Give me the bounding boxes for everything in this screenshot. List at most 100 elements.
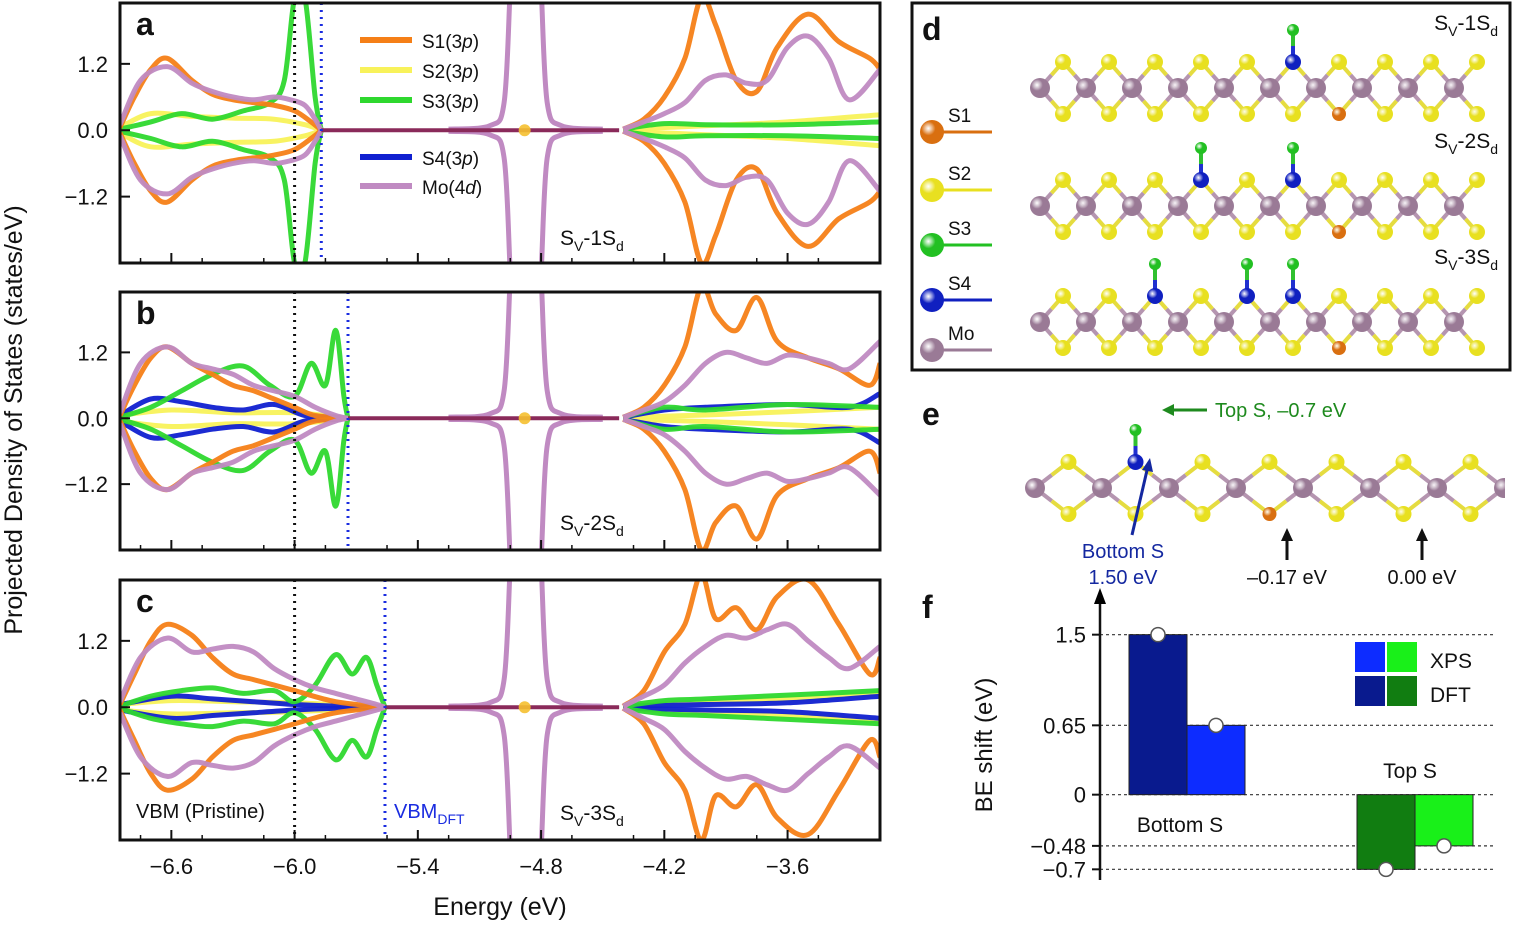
legend-atom-s2 xyxy=(920,178,944,202)
structure-annotation: SV-2Sd xyxy=(560,512,624,539)
atom-mo xyxy=(1214,312,1234,332)
top-s-label: Top S, –0.7 eV xyxy=(1215,400,1347,422)
atom-s4 xyxy=(1285,288,1301,304)
atom-mo xyxy=(1306,196,1326,216)
shared-x-label: Energy (eV) xyxy=(433,893,566,921)
legend-atom-mo xyxy=(920,338,944,362)
atom-s2 xyxy=(1193,224,1209,240)
atom-s2 xyxy=(1101,172,1117,188)
pdos-line-mo4d xyxy=(120,129,324,197)
ann-rest: -3S xyxy=(583,802,616,825)
pdos-line-s13p xyxy=(621,706,880,840)
pdos-line-mo4d xyxy=(120,344,349,421)
atom-s2 xyxy=(1423,54,1439,70)
y-tick-label: 0.0 xyxy=(77,406,108,431)
legend-atom-label: Mo xyxy=(948,324,974,345)
atom-s2 xyxy=(1147,172,1163,188)
atom-s4 xyxy=(1127,454,1144,470)
atom-mo xyxy=(1444,312,1464,332)
structure-row-1 xyxy=(1030,24,1485,122)
arrow-s2-label: 0.00 eV xyxy=(1388,567,1458,589)
pdos-line-mo4d xyxy=(120,64,324,132)
atom-s2 xyxy=(1239,172,1255,188)
atom-mo xyxy=(1025,478,1045,498)
ann-main: S xyxy=(560,227,574,250)
atom-mo xyxy=(1352,312,1372,332)
atom-mo xyxy=(1352,196,1372,216)
ann-rest: -1S xyxy=(583,227,616,250)
legend-xps-blue xyxy=(1355,642,1385,672)
pdos-line-mo4d xyxy=(622,417,880,497)
atom-s2 xyxy=(1193,340,1209,356)
atom-mo xyxy=(1398,78,1418,98)
pdos-line-mo4d xyxy=(622,128,880,228)
row-label-rest: -1S xyxy=(1458,12,1491,35)
structure-row-2 xyxy=(1030,142,1485,240)
mo-peak-right xyxy=(539,3,603,132)
panel-d-frame xyxy=(910,1,1512,372)
atom-s1 xyxy=(1332,341,1346,355)
atom-mo xyxy=(1260,312,1280,332)
atom-mo xyxy=(1030,78,1050,98)
row-label-sub: V xyxy=(1448,23,1458,39)
atom-s2 xyxy=(1469,224,1485,240)
bottom-s-arrow xyxy=(1130,465,1150,536)
category-bottom-s: Bottom S xyxy=(1137,814,1223,837)
plot-area xyxy=(120,580,880,840)
pdos-line-s13p xyxy=(120,621,386,710)
legend-label-s3: S3(3p) xyxy=(422,92,479,113)
legend-label-s4: S4(3p) xyxy=(422,149,479,170)
vbm-pristine-label: VBM (Pristine) xyxy=(136,801,265,823)
atom-s2 xyxy=(1101,224,1117,240)
atom-s2 xyxy=(1469,106,1485,122)
atom-s2 xyxy=(1377,224,1393,240)
y-tick-label: 0.65 xyxy=(1043,713,1086,738)
legend-atom-label: S1 xyxy=(948,106,971,127)
pdos-line-s13p xyxy=(622,417,880,550)
atom-s2 xyxy=(1194,454,1211,470)
atom-s2 xyxy=(1377,340,1393,356)
mo-peak-left xyxy=(448,580,513,709)
pdos-line-s33p xyxy=(622,128,880,141)
atom-s2 xyxy=(1101,54,1117,70)
atom-mo xyxy=(1293,478,1313,498)
pdos-line-s33p xyxy=(622,416,880,435)
legend-atom-label: S4 xyxy=(948,274,972,295)
structure-annotation: SV-1Sd xyxy=(560,227,624,254)
atom-s2 xyxy=(1147,54,1163,70)
pdos-line-mo4d xyxy=(622,706,880,794)
x-tick-label: −6.6 xyxy=(150,854,193,879)
ann-sub2: d xyxy=(616,238,624,254)
atom-mo xyxy=(1214,78,1234,98)
atom-s2 xyxy=(1193,54,1209,70)
atom-mo xyxy=(1306,312,1326,332)
pdos-line-mo4d xyxy=(622,339,880,420)
bar-top-xps-marker xyxy=(1436,838,1452,854)
y-tick-label: −1.2 xyxy=(65,472,108,497)
atom-s2 xyxy=(1060,506,1077,522)
bar-bottom-xps-marker xyxy=(1208,717,1224,734)
atom-mo xyxy=(1427,478,1447,498)
pdos-line-s13p xyxy=(622,3,880,132)
row-label-rest: -3S xyxy=(1458,246,1491,269)
atom-mo xyxy=(1226,478,1246,498)
atom-s2 xyxy=(1101,106,1117,122)
atom-s2 xyxy=(1285,224,1301,240)
mo-peak-right xyxy=(539,292,603,420)
legend-label-s2: S2(3p) xyxy=(422,62,479,83)
atom-s1 xyxy=(1332,107,1346,121)
row-label-sub: V xyxy=(1448,141,1458,157)
atom-s2 xyxy=(1239,54,1255,70)
atom-mo xyxy=(1168,196,1188,216)
atom-s2 xyxy=(1101,288,1117,304)
bottom-s-label-line1: Bottom S xyxy=(1082,541,1164,563)
x-tick-label: −4.2 xyxy=(643,854,686,879)
y-tick-label: −0.48 xyxy=(1030,834,1086,859)
legend-atom-s3 xyxy=(920,233,944,257)
x-tick-label: −3.6 xyxy=(766,854,809,879)
pdos-line-s33p xyxy=(622,705,880,727)
mo-peak-left xyxy=(448,3,513,132)
plot-area xyxy=(120,292,880,550)
pdos-line-s33p xyxy=(120,652,388,709)
atom-mo xyxy=(1122,196,1142,216)
